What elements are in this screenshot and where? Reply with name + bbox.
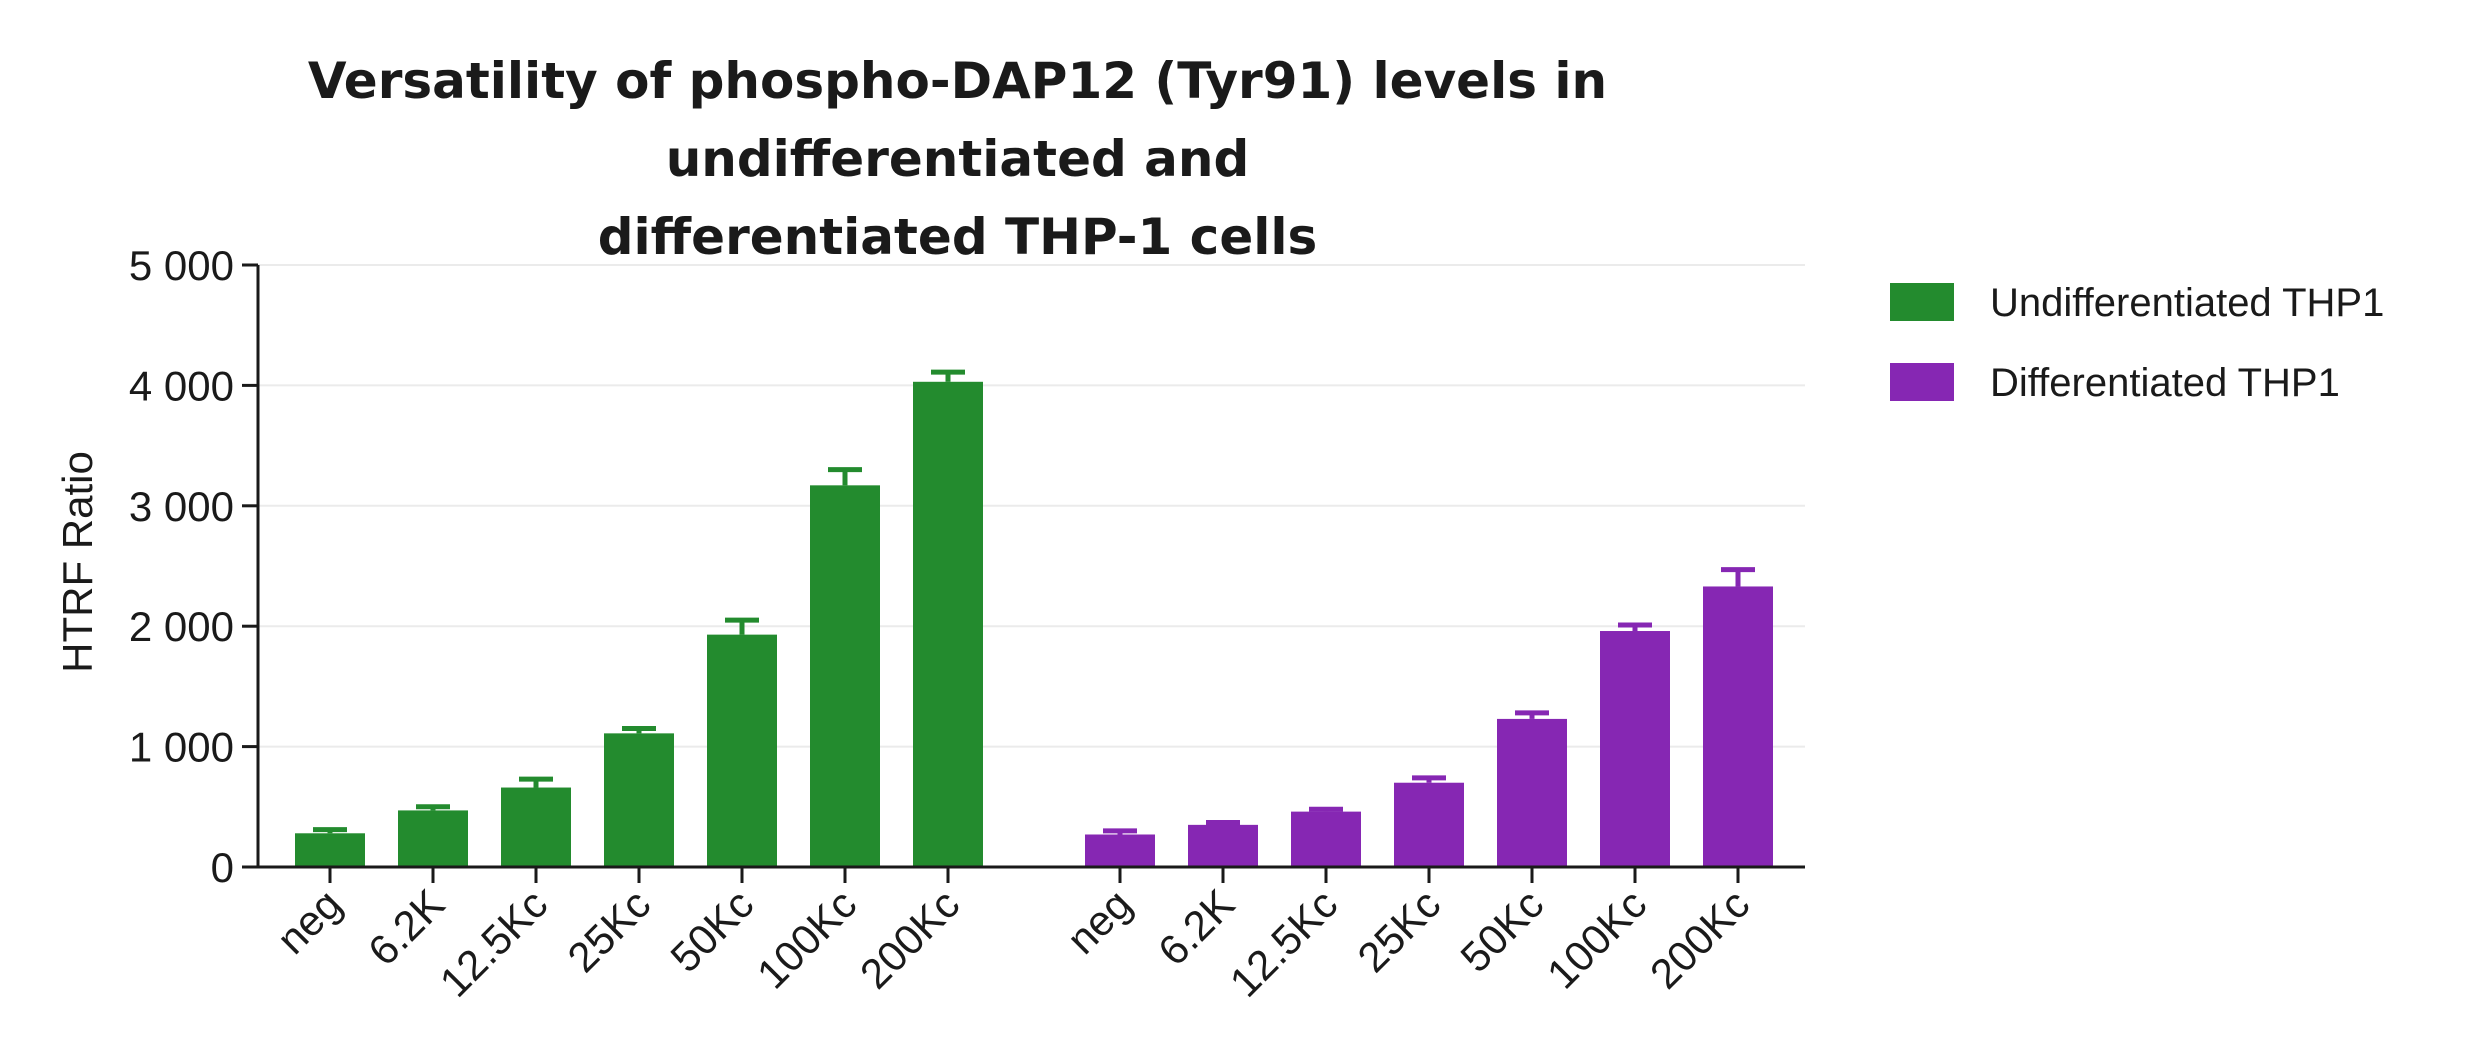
bar — [1291, 811, 1361, 867]
legend: Undifferentiated THP1 Differentiated THP1 — [1890, 281, 2384, 405]
bar — [295, 833, 365, 867]
axes — [256, 265, 1805, 883]
y-tick-label: 3 000 — [129, 483, 234, 530]
y-tick-label: 0 — [211, 844, 234, 891]
x-tick-label: 200Kc — [851, 880, 968, 997]
x-tick-label: 100Kc — [1538, 880, 1655, 997]
y-tick-label: 5 000 — [129, 242, 234, 289]
x-tick-label: 6.2K — [1149, 880, 1243, 974]
bar — [1394, 782, 1464, 867]
y-tick-label: 2 000 — [129, 603, 234, 650]
x-tick-label: 100Kc — [748, 880, 865, 997]
legend-swatch — [1890, 363, 1954, 401]
bar — [604, 733, 674, 867]
x-tick-label: neg — [1058, 880, 1141, 963]
legend-swatch — [1890, 283, 1954, 321]
bars — [295, 369, 1773, 867]
x-tick-label: 25Kc — [1348, 880, 1449, 981]
legend-label: Differentiated THP1 — [1990, 361, 2340, 405]
bar — [1188, 824, 1258, 867]
bar — [398, 810, 468, 867]
y-axis-title: HTRF Ratio — [54, 451, 101, 673]
chart-title-line-1: Versatility of phospho-DAP12 (Tyr91) lev… — [307, 52, 1608, 188]
chart-title-line-2: differentiated THP-1 cells — [597, 208, 1318, 266]
x-tick-label: 25Kc — [558, 880, 659, 981]
x-tick-label: 200Kc — [1641, 880, 1758, 997]
x-tick-label: neg — [268, 880, 351, 963]
x-tick-label: 12.5Kc — [1221, 880, 1347, 1006]
x-tick-label: 50Kc — [661, 880, 762, 981]
y-tick-label: 4 000 — [129, 362, 234, 409]
bar — [707, 634, 777, 867]
bar — [1703, 586, 1773, 867]
x-tick-label: 6.2K — [359, 880, 453, 974]
y-ticks: 0 1 000 2 000 3 000 4 000 5 000 — [129, 242, 258, 891]
gridlines — [258, 264, 1805, 748]
y-tick-label: 1 000 — [129, 724, 234, 771]
chart-title: Versatility of phospho-DAP12 (Tyr91) lev… — [90, 42, 1825, 276]
bar — [810, 485, 880, 867]
legend-label: Undifferentiated THP1 — [1990, 281, 2384, 325]
x-tick-label: 12.5Kc — [431, 880, 557, 1006]
bar — [1497, 718, 1567, 867]
x-tick-label: 50Kc — [1451, 880, 1552, 981]
bar — [913, 381, 983, 867]
bar — [1085, 834, 1155, 867]
bar — [501, 787, 571, 867]
bar — [1600, 631, 1670, 867]
